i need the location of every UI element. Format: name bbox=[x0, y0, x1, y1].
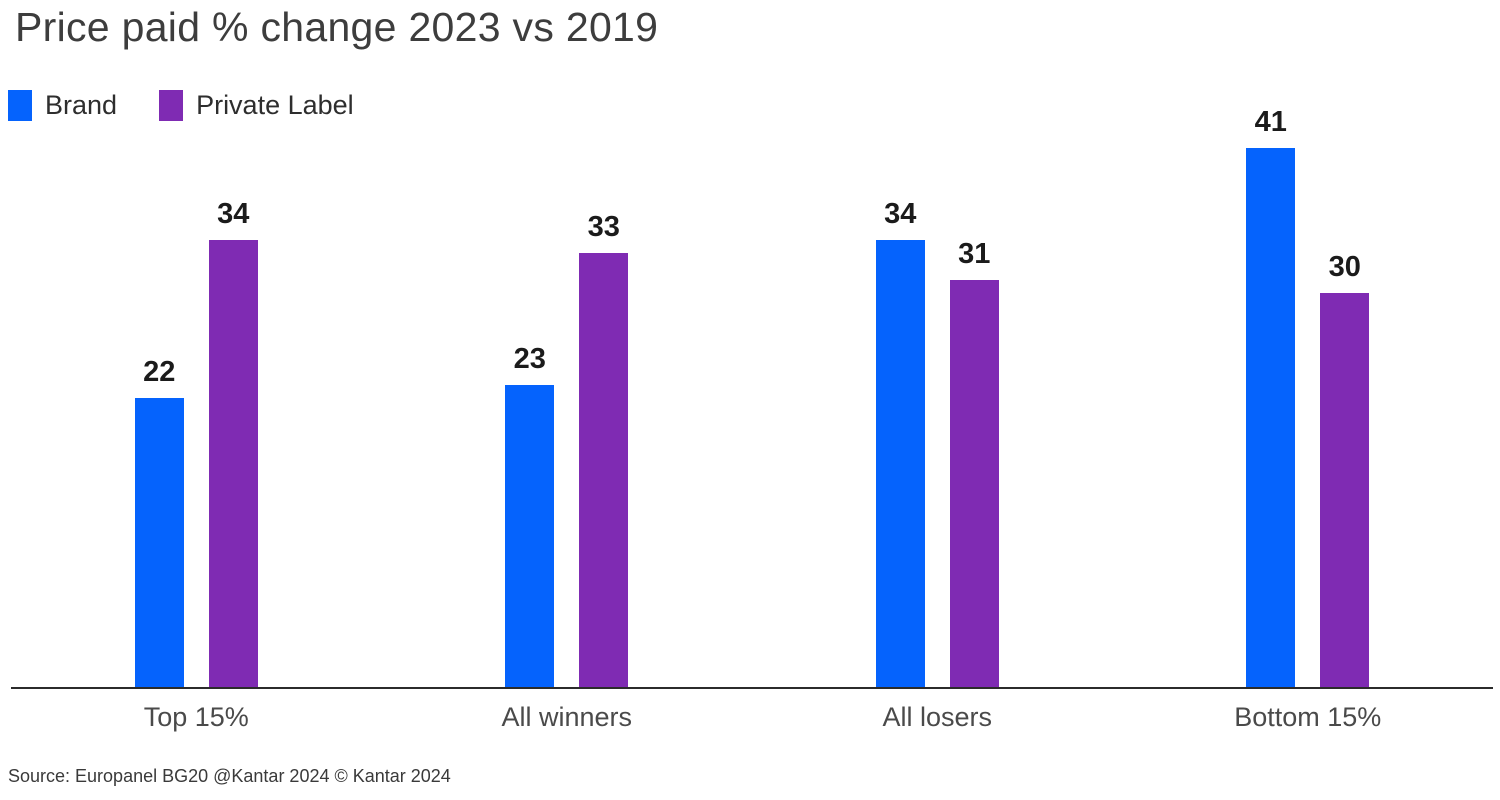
bar-group-all-winners: 23 33 bbox=[382, 0, 753, 688]
x-axis-label-bottom-15: Bottom 15% bbox=[1234, 702, 1382, 732]
bar-private-label-all-losers bbox=[949, 279, 999, 688]
bar-wrap-private-label-bottom-15: 30 bbox=[1320, 250, 1370, 688]
bar-group-bottom-15: 41 30 bbox=[1123, 0, 1494, 688]
bar-value-label: 22 bbox=[143, 356, 176, 389]
x-axis-label-top-15: Top 15% bbox=[143, 702, 249, 732]
x-axis-line bbox=[11, 687, 1493, 689]
bar-value-label: 30 bbox=[1328, 250, 1361, 283]
bar-group-top-15: 22 34 bbox=[11, 0, 382, 688]
bar-private-label-bottom-15 bbox=[1320, 292, 1370, 688]
brand-swatch bbox=[8, 90, 32, 121]
bar-wrap-brand-top-15: 22 bbox=[134, 356, 184, 688]
private-label-swatch bbox=[159, 90, 184, 121]
legend: Brand Private Label bbox=[8, 90, 354, 121]
bar-wrap-brand-bottom-15: 41 bbox=[1246, 106, 1296, 688]
x-axis-label-all-winners: All winners bbox=[501, 702, 633, 732]
source-note: Source: Europanel BG20 @Kantar 2024 © Ka… bbox=[8, 766, 451, 786]
bar-value-label: 34 bbox=[884, 198, 917, 231]
chart-title: Price paid % change 2023 vs 2019 bbox=[15, 4, 659, 50]
bar-wrap-private-label-top-15: 34 bbox=[208, 198, 258, 688]
bar-value-label: 41 bbox=[1254, 106, 1287, 139]
bar-wrap-brand-all-winners: 23 bbox=[505, 343, 555, 688]
bar-brand-top-15 bbox=[134, 398, 184, 688]
bar-wrap-brand-all-losers: 34 bbox=[875, 198, 925, 688]
bar-wrap-private-label-all-winners: 33 bbox=[579, 211, 629, 688]
x-axis-labels: Top 15% All winners All losers Bottom 15% bbox=[11, 702, 1493, 742]
x-axis-label-all-losers: All losers bbox=[882, 702, 993, 732]
bar-group-all-losers: 34 31 bbox=[752, 0, 1123, 688]
bar-private-label-all-winners bbox=[579, 253, 629, 688]
bar-wrap-private-label-all-losers: 31 bbox=[949, 237, 999, 688]
bar-value-label: 33 bbox=[587, 211, 620, 244]
plot-area: 22 34 23 33 34 31 41 30 bbox=[11, 0, 1493, 688]
bar-value-label: 23 bbox=[513, 343, 546, 376]
bar-private-label-top-15 bbox=[208, 240, 258, 688]
bar-brand-all-winners bbox=[505, 385, 555, 688]
bar-brand-bottom-15 bbox=[1246, 148, 1296, 688]
legend-label: Private Label bbox=[196, 90, 354, 120]
legend-label: Brand bbox=[45, 90, 118, 120]
legend-item-private-label: Private Label bbox=[159, 90, 354, 121]
legend-item-brand: Brand bbox=[8, 90, 117, 121]
bar-brand-all-losers bbox=[875, 240, 925, 688]
bar-value-label: 31 bbox=[958, 237, 991, 270]
bar-value-label: 34 bbox=[217, 198, 250, 231]
